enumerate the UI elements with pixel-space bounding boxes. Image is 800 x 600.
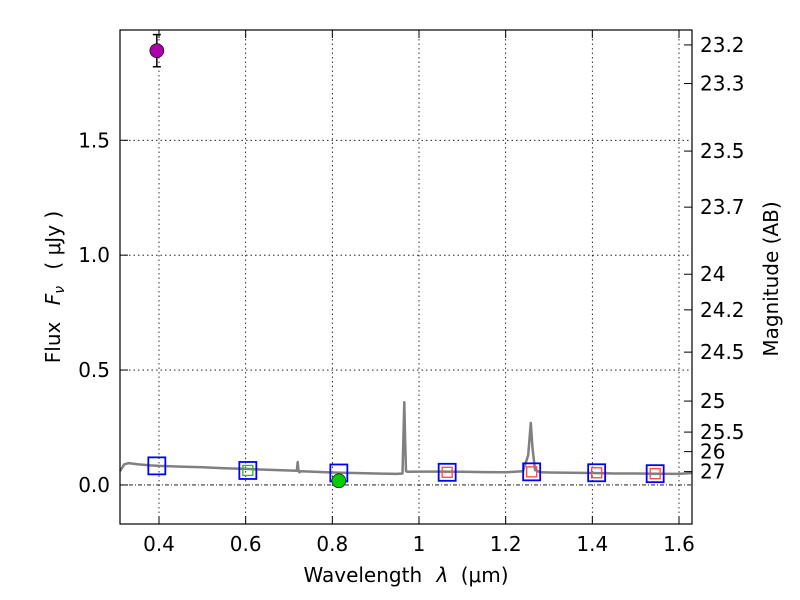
grid-lines [120, 30, 692, 524]
model-spectrum [118, 400, 693, 476]
spectrum-line [118, 400, 693, 476]
detection_green-marker [331, 473, 347, 489]
model_bands_blue-marker [238, 461, 258, 480]
x-tick-label: 1.6 [663, 532, 695, 556]
magnitude-tick-label: 27 [700, 460, 725, 484]
model_bands_blue-marker [645, 464, 665, 484]
magnitude-tick-label: 24 [700, 262, 725, 286]
x-tick-label: 0.4 [143, 532, 175, 556]
model_bands_blue-marker [587, 463, 607, 483]
model_bands_blue-marker [522, 462, 542, 482]
magnitude-tick-label: 25 [700, 389, 725, 413]
observed_red-marker [526, 466, 538, 478]
x-tick-label: 1 [413, 532, 426, 556]
plot-frame [119, 29, 693, 525]
observed_red-marker [441, 466, 453, 478]
y-tick-label: 0.5 [78, 358, 110, 382]
axis-ticks: 0.4 0.6 0.8 1 1.2 1.4 1.6 0.0 0.5 1.0 1.5 23.2 23.3 2… [78, 30, 745, 556]
magnitude-tick-label: 26 [700, 440, 725, 464]
y-tick-label: 1.5 [78, 128, 110, 152]
magnitude-tick-label: 23.2 [700, 33, 745, 57]
magnitude-tick-label: 23.3 [700, 72, 745, 96]
magnitude-tick-label: 24.2 [700, 298, 745, 322]
photometry-markers [147, 33, 665, 489]
y-tick-label: 1.0 [78, 243, 110, 267]
observed_red-marker [591, 467, 603, 479]
x-tick-label: 0.8 [316, 532, 348, 556]
model_bands_blue-marker [437, 462, 457, 482]
observed_green-marker [242, 464, 254, 477]
magnitude-tick-label: 25.5 [700, 420, 745, 444]
detection_magenta-marker [149, 43, 165, 58]
x-tick-label: 1.4 [576, 532, 608, 556]
x-tick-label: 1.2 [490, 532, 522, 556]
magnitude-tick-label: 24.5 [700, 340, 745, 364]
magnitude-axis-label: Magnitude (AB) [759, 201, 783, 356]
x-tick-label: 0.6 [230, 532, 262, 556]
x-axis-label: Wavelength λ (μm) [303, 563, 508, 587]
observed_red-marker [649, 468, 661, 480]
model_bands_blue-marker [147, 456, 167, 476]
magnitude-tick-label: 23.5 [700, 139, 745, 163]
y-axis-label: Flux Fν ( μJy ) [41, 211, 69, 363]
y-tick-label: 0.0 [78, 473, 110, 497]
magnitude-tick-label: 23.7 [700, 195, 745, 219]
